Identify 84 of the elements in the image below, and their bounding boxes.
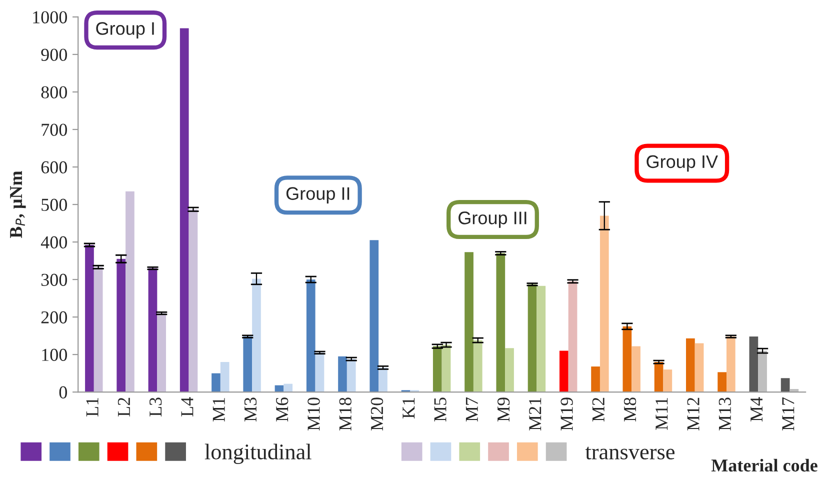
x-tick-label: M13 — [718, 398, 732, 430]
bar — [536, 286, 546, 392]
y-tick-label: 0 — [59, 386, 67, 398]
x-tick-label: M21 — [529, 398, 542, 430]
y-tick-label: 200 — [41, 311, 67, 324]
bar — [464, 252, 474, 392]
bar — [632, 346, 640, 392]
bar — [600, 216, 609, 392]
x-tick-label: L2 — [118, 398, 130, 416]
bar — [505, 348, 514, 392]
bar — [180, 28, 189, 392]
x-tick-label: M20 — [370, 398, 384, 430]
bar — [315, 352, 324, 392]
bar — [442, 344, 451, 392]
y-tick-label: 700 — [42, 124, 67, 136]
x-tick-label: M5 — [434, 398, 446, 422]
bar — [528, 284, 537, 392]
x-tick-label: M6 — [276, 397, 288, 422]
bar — [378, 368, 388, 392]
bar — [591, 366, 600, 392]
bar — [654, 362, 664, 392]
bar — [568, 281, 578, 392]
bar — [157, 313, 166, 392]
bar — [116, 258, 126, 392]
x-tick-label: M4 — [750, 397, 762, 422]
bar — [346, 359, 356, 392]
bar — [126, 191, 134, 392]
bar — [220, 362, 230, 392]
bar — [188, 209, 198, 392]
y-tick-label: 300 — [41, 274, 67, 286]
bar — [686, 338, 695, 392]
bar — [718, 372, 726, 392]
bar — [243, 336, 252, 392]
x-tick-label: M17 — [782, 397, 794, 430]
bar — [432, 346, 442, 392]
bar — [694, 343, 704, 392]
x-tick-label: M1 — [212, 398, 225, 422]
y-tick-label: 500 — [42, 198, 67, 211]
legend-label: transverse — [585, 446, 674, 460]
bar — [622, 326, 632, 392]
bar — [496, 253, 506, 392]
y-tick-label: 1000 — [33, 11, 67, 24]
annotation: Group III — [458, 212, 526, 228]
x-axis-title: Material code — [711, 458, 818, 472]
x-tick-label: M2 — [592, 398, 604, 422]
x-tick-label: M7 — [466, 397, 478, 422]
x-tick-label: M12 — [687, 398, 700, 430]
bar — [85, 245, 94, 392]
x-tick-label: M11 — [656, 398, 668, 430]
y-axis-title: B$_{P}$, μNm — [10, 170, 26, 238]
bar — [370, 240, 379, 392]
bar — [780, 378, 790, 392]
y-tick-label: 800 — [41, 86, 67, 98]
x-tick-label: M8 — [624, 398, 636, 422]
bar — [306, 280, 316, 392]
y-tick-label: 400 — [40, 236, 67, 248]
y-tick-label: 100 — [42, 348, 67, 361]
bar — [726, 336, 736, 392]
legend-label: longitudinal — [204, 444, 312, 464]
annotation: Group II — [286, 187, 350, 204]
y-tick-label: 600 — [41, 161, 67, 174]
bar — [559, 350, 568, 392]
bar — [252, 278, 261, 392]
bar — [473, 340, 482, 392]
x-tick-label: M18 — [339, 398, 352, 430]
x-tick-label: M3 — [244, 398, 257, 422]
x-tick-label: M10 — [308, 398, 320, 430]
annotation: Group IV — [646, 155, 718, 172]
x-tick-label: L4 — [181, 397, 194, 416]
x-tick-label: K1 — [402, 398, 415, 418]
x-tick-label: L3 — [150, 398, 162, 416]
bar — [284, 384, 293, 392]
bar — [749, 336, 758, 392]
x-tick-label: M19 — [560, 398, 573, 430]
bar — [338, 356, 347, 392]
bar — [758, 350, 767, 392]
bar — [148, 268, 158, 392]
bar — [212, 373, 220, 392]
bar — [663, 370, 672, 392]
y-tick-label: 900 — [41, 48, 67, 61]
bar — [94, 267, 103, 392]
x-tick-label: M9 — [497, 398, 510, 422]
x-tick-label: L1 — [86, 398, 98, 416]
annotation: Group I — [96, 22, 154, 38]
